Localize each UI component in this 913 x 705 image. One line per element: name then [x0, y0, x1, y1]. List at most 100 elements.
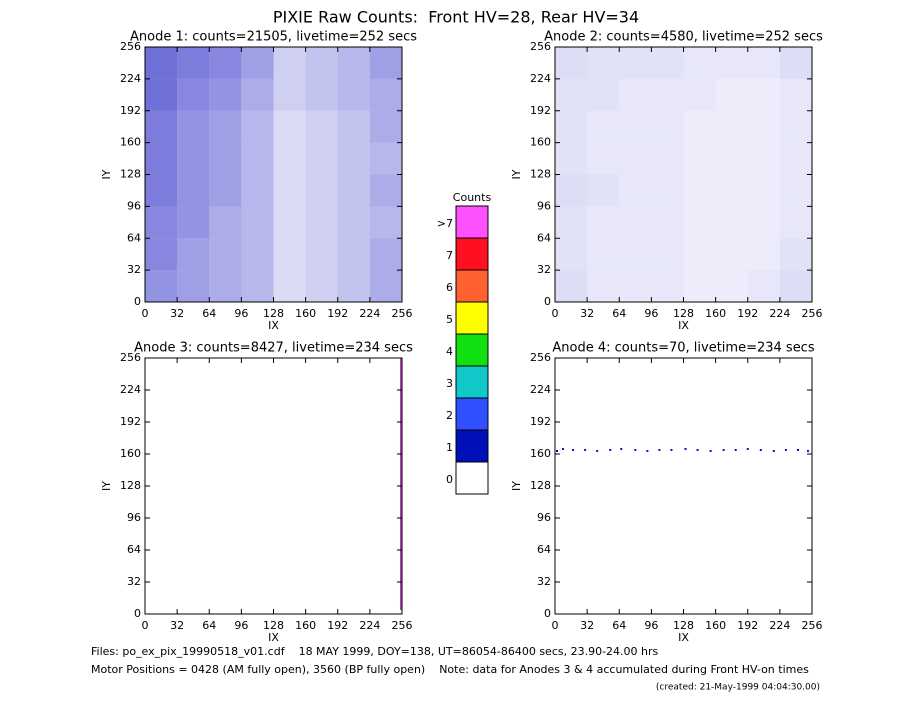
- y-tick-label: 224: [530, 383, 551, 396]
- heat-cell: [715, 174, 748, 207]
- heat-cell: [177, 174, 210, 207]
- heat-cell: [209, 78, 242, 111]
- x-tick-label: 96: [234, 307, 248, 320]
- heat-cell: [337, 78, 370, 111]
- x-tick-label: 256: [392, 307, 413, 320]
- colorbar-swatch: [455, 461, 489, 495]
- x-tick-label: 96: [644, 619, 658, 632]
- heat-cell: [779, 110, 812, 143]
- data-point: [784, 449, 787, 451]
- x-tick-label: 128: [673, 307, 694, 320]
- heat-cell: [555, 238, 588, 271]
- heat-cell: [209, 142, 242, 175]
- y-tick-label: 256: [530, 40, 551, 53]
- colorbar-label: 1: [446, 441, 453, 454]
- heat-cell: [747, 78, 780, 111]
- x-tick-label: 64: [202, 619, 216, 632]
- heat-cell: [619, 78, 652, 111]
- panel-title: Anode 1: counts=21505, livetime=252 secs: [130, 30, 417, 45]
- heat-cell: [273, 47, 306, 79]
- colorbar-label: 2: [446, 409, 453, 422]
- y-tick-label: 256: [120, 351, 141, 364]
- x-tick-label: 160: [295, 619, 316, 632]
- x-tick-label: 224: [769, 619, 790, 632]
- heat-cell: [145, 78, 178, 111]
- colorbar-swatch: [455, 269, 489, 303]
- y-axis-label: IY: [100, 481, 113, 491]
- heat-cell: [619, 238, 652, 271]
- footer-line: Files: po_ex_pix_19990518_v01.cdf 18 MAY…: [91, 645, 659, 658]
- heat-cell: [619, 142, 652, 175]
- heat-cell: [683, 110, 716, 143]
- plot-frame: [144, 357, 403, 615]
- heat-cell: [177, 206, 210, 239]
- heat-cell: [683, 174, 716, 207]
- y-tick-label: 32: [127, 263, 141, 276]
- heat-cell: [209, 238, 242, 271]
- heat-cell: [337, 142, 370, 175]
- data-point: [722, 449, 725, 451]
- x-tick-label: 32: [580, 619, 594, 632]
- y-tick-label: 192: [530, 415, 551, 428]
- data-point: [620, 448, 623, 450]
- y-tick-label: 64: [127, 543, 141, 556]
- colorbar-label: 5: [446, 313, 453, 326]
- heat-cell: [369, 110, 402, 143]
- heat-cell: [241, 238, 274, 271]
- heat-cell: [305, 174, 338, 207]
- heat-cell: [715, 142, 748, 175]
- y-tick-label: 0: [134, 295, 141, 308]
- heat-cell: [587, 78, 620, 111]
- colorbar-swatch: [455, 301, 489, 335]
- heat-cell: [145, 206, 178, 239]
- heat-cell: [273, 78, 306, 111]
- heat-cell: [747, 110, 780, 143]
- heat-cell: [145, 238, 178, 271]
- heat-cell: [779, 270, 812, 302]
- heat-cell: [177, 142, 210, 175]
- colorbar-title: Counts: [453, 191, 492, 204]
- y-tick-label: 256: [120, 40, 141, 53]
- heat-cell: [369, 47, 402, 79]
- heat-cell: [305, 78, 338, 111]
- y-tick-label: 192: [120, 104, 141, 117]
- y-tick-label: 160: [120, 136, 141, 149]
- heat-cell: [747, 270, 780, 302]
- heat-cell: [209, 47, 242, 79]
- heat-cell: [619, 110, 652, 143]
- heat-cell: [779, 142, 812, 175]
- data-point: [806, 450, 809, 452]
- heat-cell: [555, 47, 588, 79]
- heat-cell: [555, 206, 588, 239]
- heat-cell: [273, 238, 306, 271]
- x-tick-label: 0: [552, 619, 559, 632]
- heat-cell: [305, 270, 338, 302]
- heat-cell: [619, 174, 652, 207]
- x-tick-label: 128: [673, 619, 694, 632]
- heat-cell: [587, 174, 620, 207]
- heat-cell: [683, 270, 716, 302]
- y-tick-label: 160: [120, 447, 141, 460]
- heat-cell: [241, 47, 274, 79]
- heat-cell: [145, 174, 178, 207]
- heat-cell: [747, 142, 780, 175]
- heat-cell: [587, 270, 620, 302]
- heat-cell: [337, 206, 370, 239]
- footer-line: Motor Positions = 0428 (AM fully open), …: [91, 663, 809, 676]
- heat-cell: [241, 142, 274, 175]
- heat-cell: [241, 270, 274, 302]
- heat-cell: [177, 270, 210, 302]
- heat-cell: [651, 110, 684, 143]
- colorbar-label: 6: [446, 281, 453, 294]
- colorbar-label: 0: [446, 473, 453, 486]
- y-tick-label: 160: [530, 447, 551, 460]
- heat-cell: [337, 47, 370, 79]
- x-tick-label: 128: [263, 619, 284, 632]
- heat-cell: [369, 270, 402, 302]
- heat-cell: [683, 238, 716, 271]
- y-tick-label: 128: [530, 168, 551, 181]
- x-tick-label: 224: [359, 619, 380, 632]
- heat-cell: [651, 270, 684, 302]
- heat-cell: [555, 142, 588, 175]
